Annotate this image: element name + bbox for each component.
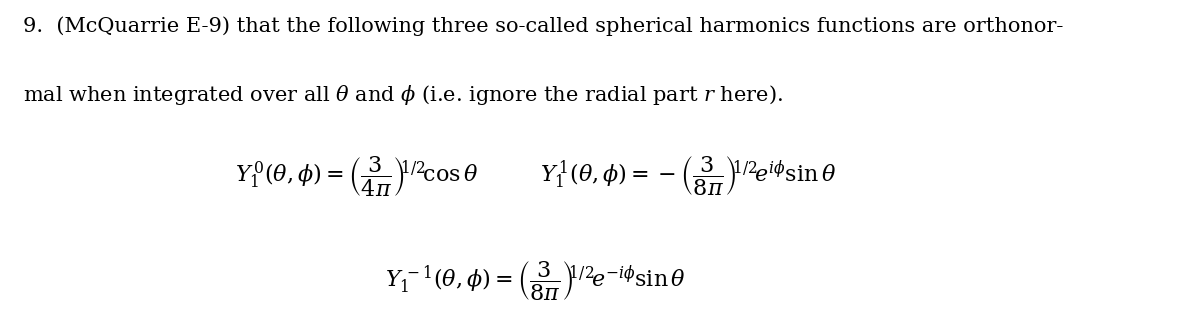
Text: 9.  (McQuarrie E-9) that the following three so-called spherical harmonics funct: 9. (McQuarrie E-9) that the following th…: [23, 16, 1063, 36]
Text: mal when integrated over all $\theta$ and $\phi$ (i.e. ignore the radial part $r: mal when integrated over all $\theta$ an…: [23, 83, 782, 107]
Text: $Y_1^{\,-1}(\theta,\phi) = \left(\dfrac{3}{8\pi}\right)^{\!\!1/2}\!e^{-i\phi}\si: $Y_1^{\,-1}(\theta,\phi) = \left(\dfrac{…: [385, 259, 686, 302]
Text: $Y_1^{\,0}(\theta,\phi) = \left(\dfrac{3}{4\pi}\right)^{\!\!1/2}\!\cos\theta$$\q: $Y_1^{\,0}(\theta,\phi) = \left(\dfrac{3…: [235, 154, 836, 198]
